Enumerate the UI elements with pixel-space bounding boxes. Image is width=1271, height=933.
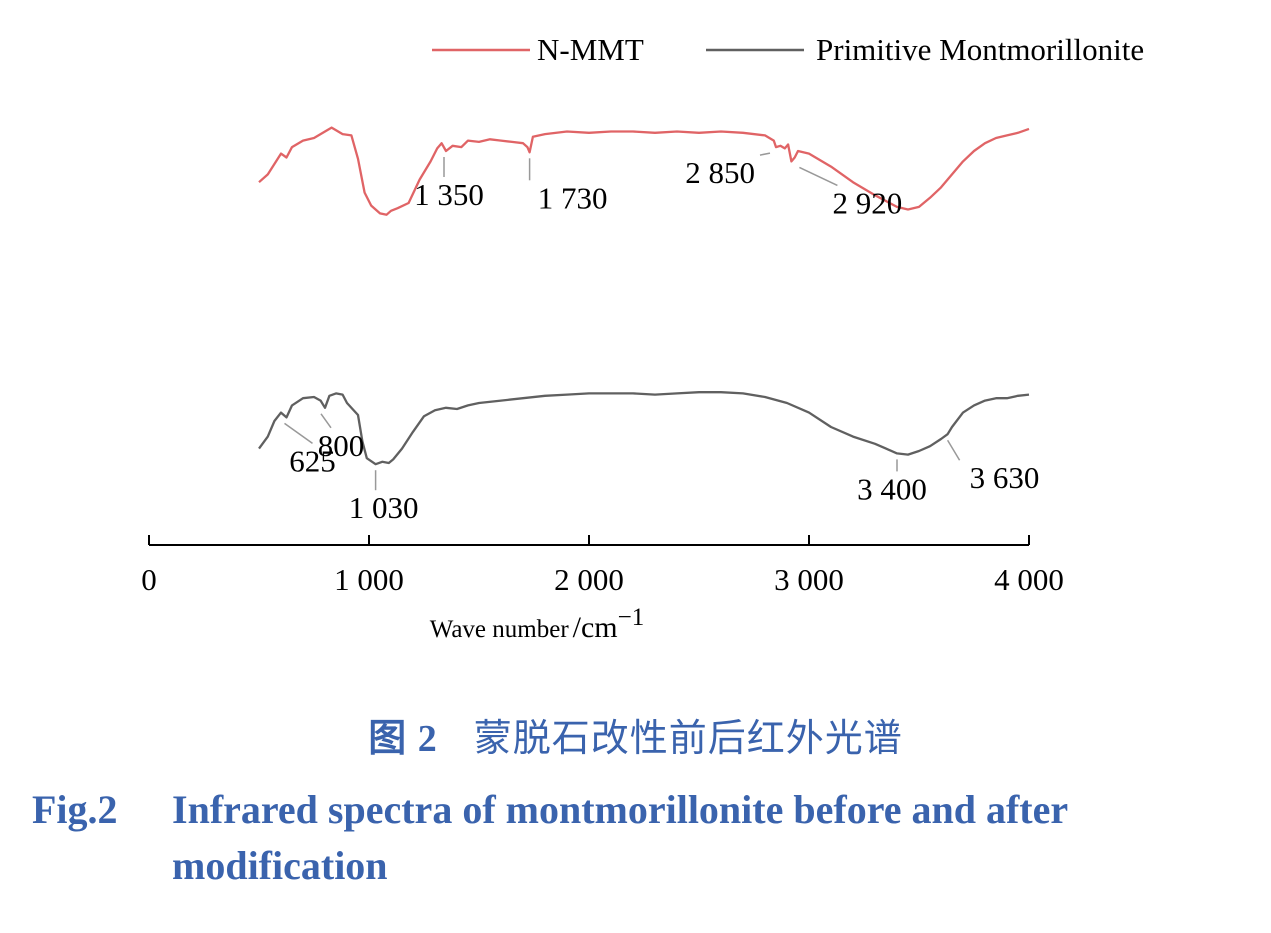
x-tick-label: 1 000 xyxy=(334,562,404,597)
peak-label: 1 350 xyxy=(414,177,484,212)
x-axis-unit: /cm xyxy=(573,611,618,644)
peak-leader-line xyxy=(946,439,961,461)
caption-english: Fig.2 Infrared spectra of montmorillonite… xyxy=(32,782,1232,894)
ir-spectra-chart: N-MMT Primitive Montmorillonite 1 350 1 7… xyxy=(141,32,1144,644)
legend-label-n-mmt: N-MMT xyxy=(537,32,644,67)
caption-cn-number: 图 2 xyxy=(368,718,438,760)
peak-leader-line xyxy=(799,166,838,187)
peak-leader-line xyxy=(759,152,771,156)
legend-label-primitive: Primitive Montmorillonite xyxy=(816,32,1144,67)
caption-en-title-line1: Infrared spectra of montmorillonite befo… xyxy=(172,787,1069,832)
peak-label: 2 850 xyxy=(685,155,755,190)
x-axis-title-text: Wave number xyxy=(430,616,570,643)
peak-label: 800 xyxy=(318,428,365,463)
x-axis-unit-exponent: −1 xyxy=(618,604,645,631)
x-axis-title: Wave number/cm−1 xyxy=(430,604,645,644)
x-axis: 0 1 000 2 000 3 000 4 000 xyxy=(141,535,1064,597)
caption-en-number: Fig.2 xyxy=(32,787,118,832)
series-line-n-mmt xyxy=(258,126,1030,216)
x-tick-label: 2 000 xyxy=(554,562,624,597)
caption-en-title-line2: modification xyxy=(172,843,388,888)
peak-label: 625 xyxy=(289,443,336,478)
peak-leader-line xyxy=(284,422,313,445)
caption-cn-title: 蒙脱石改性前后红外光谱 xyxy=(473,716,903,760)
caption-chinese: 图 2 蒙脱石改性前后红外光谱 xyxy=(0,707,1271,762)
peak-label: 3 630 xyxy=(970,460,1040,495)
peak-label: 1 030 xyxy=(349,490,419,525)
peak-label: 1 730 xyxy=(538,180,608,215)
peak-label: 3 400 xyxy=(857,471,927,506)
peak-leader-line xyxy=(320,413,332,429)
x-tick-label: 4 000 xyxy=(994,562,1064,597)
peak-label: 2 920 xyxy=(833,185,903,220)
caption-en-line1: Fig.2 Infrared spectra of montmorillonite… xyxy=(32,782,1232,838)
x-tick-label: 0 xyxy=(141,562,157,597)
series-line-primitive-montmorillonite xyxy=(258,391,1030,466)
x-tick-label: 3 000 xyxy=(774,562,844,597)
legend: N-MMT Primitive Montmorillonite xyxy=(432,32,1144,67)
